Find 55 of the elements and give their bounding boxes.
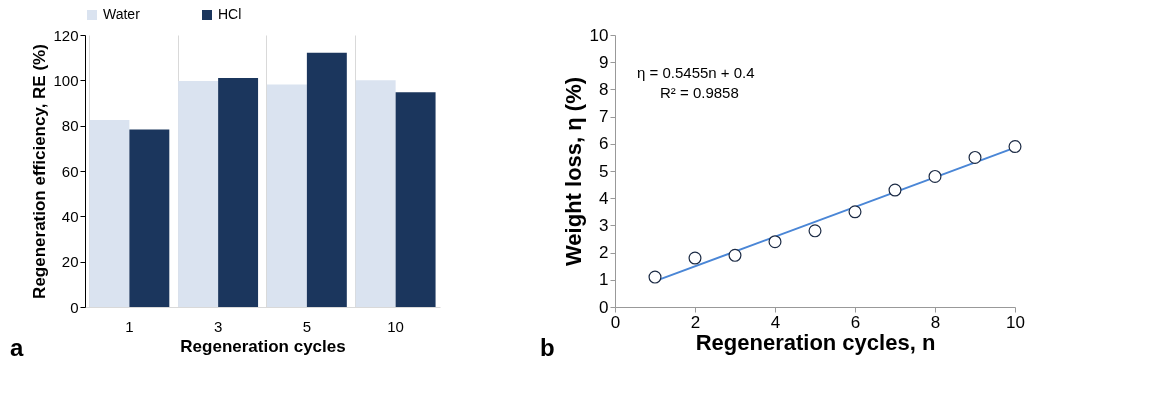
y-tick-label: 80 [61, 117, 79, 135]
bar [218, 78, 259, 307]
x-tick-label: 6 [850, 312, 861, 332]
point [1008, 140, 1022, 154]
point [768, 235, 782, 249]
y-tick-label: 100 [53, 71, 79, 89]
y-tick-label: 0 [599, 297, 609, 317]
y-tick-label: 9 [599, 52, 609, 72]
x-tick-label: 8 [930, 312, 941, 332]
point [688, 251, 702, 265]
bar [129, 129, 170, 307]
x-axis-title: Regeneration cycles [180, 336, 346, 356]
x-tick-label: 10 [387, 317, 404, 335]
x-tick-label: 2 [690, 312, 701, 332]
bar [355, 80, 396, 307]
point [728, 248, 742, 262]
y-tick-label: 8 [599, 79, 609, 99]
bar [395, 92, 436, 307]
y-tick-label: 60 [61, 162, 79, 180]
y-axis-title: Regeneration efficiency, RE (%) [30, 44, 50, 299]
y-axis-title: Weight loss, η (%) [560, 76, 586, 267]
y-tick-label: 2 [599, 243, 609, 263]
annotation: R² = 0.9858 [660, 84, 739, 101]
y-tick-label: 40 [61, 207, 79, 225]
x-tick-label: 5 [302, 317, 312, 335]
y-tick-label: 0 [70, 298, 79, 316]
y-tick-label: 10 [589, 25, 609, 45]
point [928, 169, 942, 183]
legend-label: HCl [218, 6, 242, 22]
text: a [10, 334, 24, 361]
y-tick-label: 120 [53, 26, 79, 44]
y-tick-label: 5 [599, 161, 609, 181]
bar [266, 84, 307, 307]
point [848, 205, 862, 219]
x-tick-label: 10 [1006, 312, 1025, 332]
y-tick-label: 4 [599, 188, 609, 208]
bar [89, 120, 130, 307]
x-tick-label: 1 [125, 317, 134, 335]
bar [178, 81, 219, 307]
bar [306, 52, 347, 307]
y-tick-label: 1 [599, 270, 609, 290]
point [808, 224, 822, 238]
point [888, 183, 902, 197]
x-tick-label: 3 [213, 317, 223, 335]
legend-label: Water [103, 6, 141, 22]
x-axis-title: Regeneration cycles, n [695, 329, 936, 355]
annotation: η = 0.5455n + 0.4 [637, 64, 755, 81]
text: b [540, 334, 555, 361]
y-tick-label: 3 [599, 215, 609, 235]
x-tick-label: 4 [770, 312, 781, 332]
y-tick-label: 20 [61, 253, 79, 271]
point [968, 150, 982, 164]
y-tick-label: 7 [599, 107, 609, 127]
y-tick-label: 6 [599, 134, 609, 154]
point [648, 270, 662, 284]
